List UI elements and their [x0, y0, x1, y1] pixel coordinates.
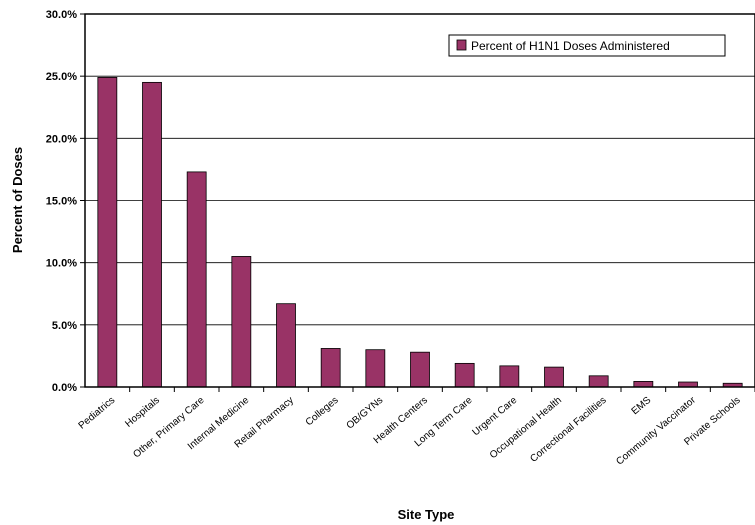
x-tick-label: Colleges	[304, 395, 341, 428]
x-tick-label: Community Vaccinator	[614, 394, 698, 467]
bar	[186, 171, 207, 388]
y-tick-label: 5.0%	[52, 320, 77, 332]
y-tick-label: 10.0%	[46, 258, 77, 270]
bar	[410, 351, 430, 388]
x-tick-label: Correctional Facilities	[528, 395, 608, 465]
legend-box	[448, 34, 726, 57]
x-tick-label: Hospitals	[123, 395, 162, 430]
bar	[320, 348, 341, 388]
y-tick-label: 0.0%	[52, 382, 77, 394]
y-axis-title: Percent of Doses	[10, 147, 25, 253]
gridlines	[85, 75, 755, 326]
bar	[365, 349, 386, 388]
y-tick-label: 15.0%	[46, 196, 77, 208]
bars	[97, 77, 743, 388]
y-axis-ticks: 0.0% 5.0% 10.0% 15.0% 20.0% 25.0% 30.0%	[46, 9, 85, 394]
bar	[276, 303, 296, 388]
bar	[231, 256, 252, 388]
plot-area-frame	[84, 13, 755, 388]
bar	[97, 77, 118, 388]
y-tick-label: 20.0%	[46, 133, 77, 145]
legend: Percent of H1N1 Doses Administered	[448, 34, 726, 57]
bar	[544, 366, 564, 388]
x-tick-label: OB/GYNs	[345, 395, 386, 432]
x-axis-title: Site Type	[398, 507, 455, 522]
bar	[588, 375, 609, 388]
x-tick-label: EMS	[630, 395, 654, 418]
legend-swatch	[456, 39, 467, 51]
y-tick-label: 25.0%	[46, 71, 77, 83]
x-tick-label: Pediatrics	[77, 395, 118, 432]
bar	[633, 381, 654, 388]
legend-label: Percent of H1N1 Doses Administered	[471, 39, 670, 53]
y-tick-label: 30.0%	[46, 9, 77, 21]
bar	[142, 81, 162, 388]
bar	[499, 365, 520, 388]
bar	[454, 362, 475, 388]
